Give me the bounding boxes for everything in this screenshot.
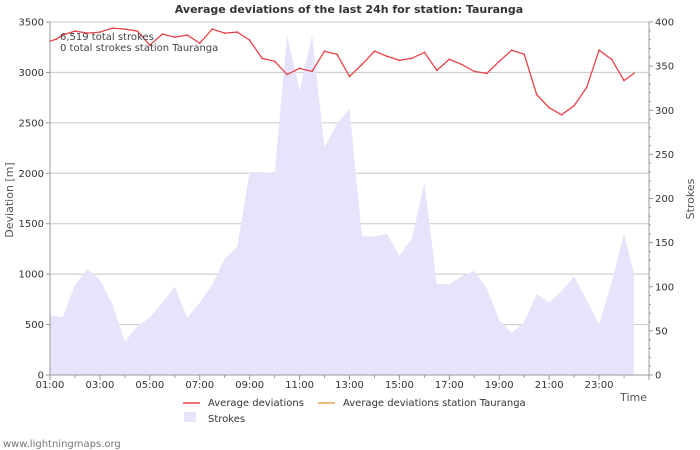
deviation-point-22 — [311, 70, 313, 73]
deviation-point-48 — [633, 72, 635, 75]
deviation-point-33 — [448, 58, 451, 61]
x-tick-label-3: 07:00 — [185, 380, 214, 391]
deviation-point-26 — [361, 63, 363, 66]
deviation-line-layer — [49, 27, 635, 116]
deviation-point-38 — [510, 49, 513, 52]
y-tick-label-4: 2000 — [19, 169, 44, 180]
y-tick-label-6: 3000 — [19, 68, 44, 79]
deviation-point-3 — [74, 30, 76, 32]
deviation-point-9 — [148, 44, 151, 47]
deviation-point-25 — [348, 75, 351, 78]
legend-swatch-strokes — [184, 412, 196, 422]
deviation-point-42 — [560, 113, 563, 116]
x-tick-label-1: 03:00 — [86, 380, 115, 391]
y-tick-label-2: 1000 — [19, 270, 44, 281]
deviation-point-24 — [336, 53, 338, 56]
deviation-point-32 — [436, 69, 438, 72]
legend-label-average-deviations: Average deviations — [208, 398, 304, 409]
deviation-point-45 — [598, 49, 600, 52]
deviation-point-40 — [535, 93, 538, 96]
axes: 0 500 1000 1500 2000 2500 3000 3500 0 50 100 150 200… — [19, 18, 675, 392]
x-tick-label-2: 05:00 — [135, 380, 164, 391]
y-tick-label-1: 500 — [25, 320, 44, 331]
deviation-point-8 — [136, 30, 139, 32]
y-tick-label-0: 0 — [38, 371, 44, 382]
deviation-point-36 — [485, 72, 488, 75]
deviation-point-14 — [211, 28, 214, 30]
legend: Average deviations Average deviations st… — [183, 398, 526, 425]
deviation-point-21 — [298, 67, 301, 70]
y-tick-label-3: 1500 — [19, 219, 44, 230]
deviation-point-7 — [124, 28, 126, 30]
y2-tick-label-1: 50 — [655, 326, 668, 337]
y2-tick-label-4: 200 — [655, 194, 674, 205]
x-tick-label-5: 11:00 — [285, 380, 314, 391]
deviation-point-37 — [498, 60, 501, 63]
deviation-point-39 — [523, 53, 526, 56]
footer-credit: www.lightningmaps.org — [3, 439, 121, 450]
deviation-point-19 — [273, 60, 276, 63]
deviation-point-13 — [198, 42, 201, 45]
deviation-point-43 — [573, 104, 575, 107]
legend-label-strokes: Strokes — [208, 414, 245, 425]
x-tick-label-6: 13:00 — [335, 380, 364, 391]
strokes-area-layer — [50, 35, 634, 375]
deviation-point-46 — [610, 58, 613, 61]
deviation-point-18 — [261, 57, 263, 60]
deviation-point-4 — [86, 32, 89, 34]
deviation-point-23 — [323, 50, 326, 53]
x-tick-label-9: 19:00 — [485, 380, 514, 391]
chart-title: Average deviations of the last 24h for s… — [175, 3, 523, 16]
deviation-point-17 — [248, 39, 251, 42]
y2-tick-label-5: 250 — [655, 150, 674, 161]
y2-tick-label-8: 400 — [655, 18, 674, 29]
strokes-area — [50, 35, 634, 375]
deviation-point-27 — [373, 50, 376, 53]
y2-tick-label-2: 100 — [655, 282, 674, 293]
y2-tick-label-3: 150 — [655, 238, 674, 249]
deviation-point-35 — [473, 70, 476, 73]
deviation-point-31 — [423, 51, 426, 54]
deviation-point-5 — [99, 31, 101, 33]
y2-tick-label-0: 0 — [655, 371, 661, 382]
x-tick-label-0: 01:00 — [36, 380, 65, 391]
deviation-point-44 — [585, 86, 588, 89]
x-tick-label-8: 17:00 — [435, 380, 464, 391]
x-tick-label-11: 23:00 — [585, 380, 614, 391]
deviation-point-34 — [460, 63, 463, 66]
deviation-point-28 — [386, 55, 388, 58]
deviation-point-12 — [186, 34, 189, 36]
deviation-point-15 — [223, 32, 226, 34]
y2-axis-title: Strokes — [684, 178, 697, 219]
x-tick-label-10: 21:00 — [535, 380, 564, 391]
y2-tick-label-6: 300 — [655, 106, 674, 117]
y-axis-title: Deviation [m] — [3, 162, 16, 237]
y-tick-label-5: 2500 — [19, 118, 44, 129]
deviation-point-47 — [623, 79, 625, 82]
deviation-point-30 — [411, 57, 413, 60]
x-tick-label-7: 15:00 — [385, 380, 414, 391]
deviation-point-29 — [398, 59, 401, 62]
x-axis-title: Time — [619, 391, 647, 404]
deviation-point-11 — [173, 36, 176, 38]
station-strokes-annotation: 0 total strokes station Tauranga — [60, 43, 218, 54]
deviation-point-1 — [55, 38, 58, 40]
deviation-point-2 — [61, 34, 64, 36]
legend-label-station-deviations: Average deviations station Tauranga — [343, 398, 526, 409]
y-tick-label-7: 3500 — [19, 18, 44, 29]
deviation-point-6 — [111, 27, 114, 29]
deviation-point-16 — [236, 31, 239, 33]
deviation-point-10 — [161, 33, 164, 35]
total-strokes-annotation: 6,519 total strokes — [60, 32, 154, 43]
deviation-point-20 — [286, 73, 288, 76]
deviation-point-41 — [548, 106, 551, 109]
x-tick-label-4: 09:00 — [235, 380, 264, 391]
y2-tick-label-7: 350 — [655, 62, 674, 73]
